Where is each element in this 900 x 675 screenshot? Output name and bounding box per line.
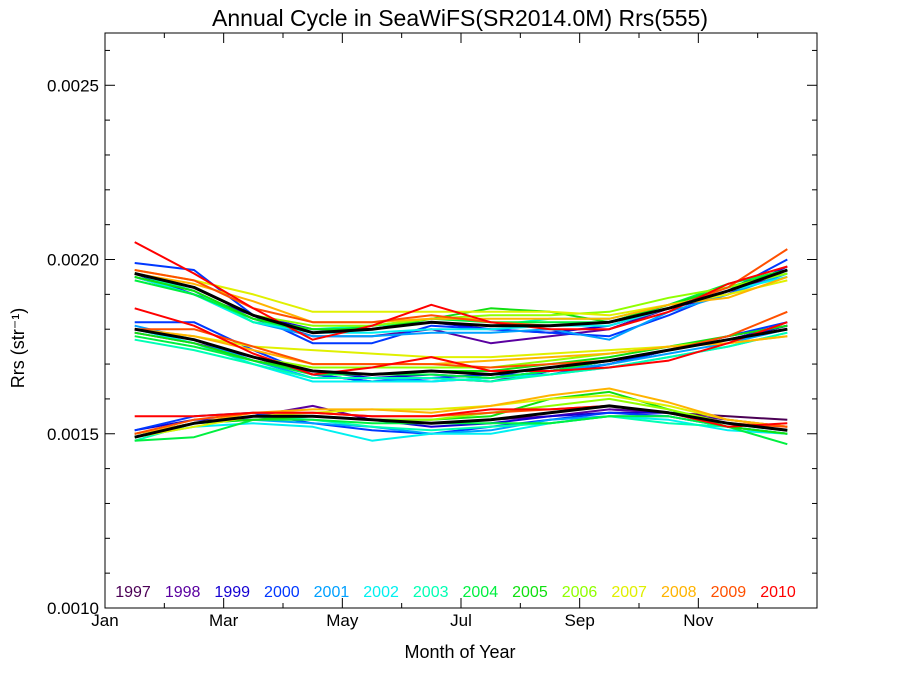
x-tick-label: Jan xyxy=(91,611,118,630)
mean-line-middle xyxy=(134,327,788,376)
x-axis-label: Month of Year xyxy=(404,642,515,662)
series-layer xyxy=(134,241,788,446)
legend-entry-2005: 2005 xyxy=(512,584,548,601)
legend-entry-2002: 2002 xyxy=(363,584,399,601)
x-tick-label: Jul xyxy=(450,611,472,630)
series-line-2010-middle xyxy=(134,307,788,376)
legend-entry-2004: 2004 xyxy=(463,584,499,601)
series-line-2002-lower xyxy=(134,415,788,442)
series-line-2004-lower xyxy=(134,415,788,446)
legend-entry-2006: 2006 xyxy=(562,584,598,601)
series-line-2003-middle xyxy=(134,331,788,383)
legend-entry-1998: 1998 xyxy=(165,584,201,601)
x-tick-label: May xyxy=(326,611,359,630)
chart-title: Annual Cycle in SeaWiFS(SR2014.0M) Rrs(5… xyxy=(212,5,708,31)
ticks-layer: 0.0010 0.0015 0.0020 0.0025 Jan Mar May Jul Sep N… xyxy=(47,33,817,630)
legend-entry-2003: 2003 xyxy=(413,584,449,601)
legend-entry-2010: 2010 xyxy=(760,584,796,601)
legend: 1997 1998 1999 2000 2001 2002 2003 2004 2005 2006… xyxy=(115,584,796,601)
y-tick-label: 0.0010 xyxy=(47,599,99,618)
series-line-2008-middle xyxy=(134,328,788,366)
mean-layer xyxy=(134,268,788,439)
mean-line-lower xyxy=(134,404,788,439)
legend-entry-2007: 2007 xyxy=(611,584,647,601)
x-tick-label: Nov xyxy=(683,611,714,630)
x-tick-label: Mar xyxy=(209,611,239,630)
legend-entry-2000: 2000 xyxy=(264,584,300,601)
legend-entry-1999: 1999 xyxy=(214,584,250,601)
x-tick-label: Sep xyxy=(565,611,595,630)
legend-entry-2008: 2008 xyxy=(661,584,697,601)
legend-entry-1997: 1997 xyxy=(115,584,151,601)
y-tick-label: 0.0020 xyxy=(47,251,99,270)
y-tick-label: 0.0025 xyxy=(47,76,99,95)
y-axis-label: Rrs (str⁻¹) xyxy=(8,308,28,388)
legend-entry-2001: 2001 xyxy=(314,584,350,601)
mean-line-upper xyxy=(134,268,788,335)
series-line-2010-upper xyxy=(134,241,788,341)
y-tick-label: 0.0015 xyxy=(47,425,99,444)
legend-entry-2009: 2009 xyxy=(711,584,747,601)
series-line-2000-upper xyxy=(134,258,788,345)
